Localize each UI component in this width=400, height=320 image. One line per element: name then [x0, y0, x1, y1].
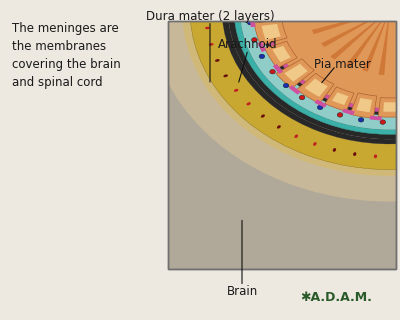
Ellipse shape	[246, 102, 251, 105]
Bar	[0, 0, 168, 320]
Ellipse shape	[62, 64, 86, 77]
Wedge shape	[305, 79, 328, 97]
Text: The meninges are
the membranes
covering the brain
and spinal cord: The meninges are the membranes covering …	[12, 22, 121, 89]
Bar	[56, 173, 76, 198]
Wedge shape	[254, 20, 287, 45]
Wedge shape	[276, 59, 314, 88]
Bar	[168, 21, 396, 269]
Wedge shape	[310, 1, 390, 10]
Wedge shape	[284, 64, 308, 82]
Ellipse shape	[313, 142, 317, 146]
Wedge shape	[222, 0, 400, 144]
Wedge shape	[307, 10, 390, 20]
Circle shape	[380, 120, 386, 124]
Circle shape	[247, 20, 253, 25]
Circle shape	[252, 38, 257, 42]
Wedge shape	[289, 85, 301, 95]
Wedge shape	[267, 0, 400, 108]
Wedge shape	[258, 0, 400, 115]
Ellipse shape	[94, 127, 110, 135]
Wedge shape	[370, 116, 382, 120]
Ellipse shape	[40, 61, 92, 112]
Ellipse shape	[261, 115, 265, 118]
Circle shape	[299, 95, 305, 100]
Ellipse shape	[209, 43, 214, 46]
Wedge shape	[356, 98, 372, 112]
Wedge shape	[182, 0, 400, 176]
Text: Arachnoid: Arachnoid	[218, 38, 278, 51]
Wedge shape	[150, 0, 400, 202]
Text: Pia mater: Pia mater	[314, 58, 370, 70]
Ellipse shape	[26, 112, 106, 170]
Wedge shape	[272, 46, 291, 62]
Wedge shape	[297, 73, 334, 103]
Wedge shape	[190, 0, 400, 170]
Ellipse shape	[72, 77, 92, 90]
Wedge shape	[258, 42, 266, 52]
Wedge shape	[251, 0, 283, 19]
Circle shape	[317, 105, 323, 110]
Ellipse shape	[61, 177, 71, 182]
Wedge shape	[378, 98, 400, 117]
Circle shape	[358, 117, 364, 122]
Ellipse shape	[26, 200, 106, 210]
Text: Dura mater (2 layers): Dura mater (2 layers)	[146, 10, 274, 22]
Wedge shape	[350, 93, 377, 118]
Circle shape	[283, 83, 289, 88]
Circle shape	[259, 54, 265, 59]
Ellipse shape	[50, 158, 82, 168]
Ellipse shape	[224, 74, 228, 77]
Polygon shape	[74, 21, 168, 269]
Wedge shape	[250, 17, 256, 27]
Ellipse shape	[36, 66, 64, 82]
Wedge shape	[258, 4, 278, 15]
Wedge shape	[321, 10, 390, 47]
Wedge shape	[346, 10, 390, 67]
Ellipse shape	[18, 48, 114, 144]
Wedge shape	[362, 10, 390, 72]
Text: ✱A.D.A.M.: ✱A.D.A.M.	[300, 291, 372, 304]
Wedge shape	[314, 100, 327, 108]
Ellipse shape	[205, 27, 210, 29]
Wedge shape	[330, 10, 390, 60]
Wedge shape	[325, 87, 354, 111]
Wedge shape	[273, 64, 283, 74]
Ellipse shape	[75, 112, 97, 125]
Circle shape	[337, 113, 343, 117]
Bar	[168, 21, 396, 269]
Bar	[168, 21, 396, 269]
Wedge shape	[342, 108, 355, 115]
Wedge shape	[378, 10, 390, 75]
Wedge shape	[383, 102, 397, 112]
Ellipse shape	[22, 127, 38, 135]
Bar	[168, 269, 396, 320]
Ellipse shape	[294, 134, 298, 138]
Ellipse shape	[277, 125, 281, 129]
Ellipse shape	[48, 83, 76, 96]
Wedge shape	[262, 0, 400, 112]
Text: Brain: Brain	[226, 285, 258, 298]
Ellipse shape	[374, 155, 377, 158]
Wedge shape	[311, 0, 390, 10]
Ellipse shape	[60, 140, 72, 148]
Wedge shape	[264, 41, 298, 68]
Bar	[168, 0, 396, 21]
Wedge shape	[240, 0, 400, 130]
Ellipse shape	[35, 112, 57, 125]
Wedge shape	[234, 0, 400, 134]
Ellipse shape	[333, 148, 336, 152]
Wedge shape	[254, 0, 260, 3]
Wedge shape	[262, 24, 281, 40]
Circle shape	[270, 69, 275, 74]
Bar	[48, 75, 74, 96]
Wedge shape	[312, 10, 390, 34]
Ellipse shape	[234, 89, 238, 92]
Ellipse shape	[61, 186, 71, 191]
Wedge shape	[332, 92, 348, 105]
Ellipse shape	[353, 152, 356, 156]
Bar	[396, 0, 400, 320]
Wedge shape	[228, 0, 400, 139]
Ellipse shape	[30, 54, 102, 131]
Ellipse shape	[215, 59, 220, 62]
